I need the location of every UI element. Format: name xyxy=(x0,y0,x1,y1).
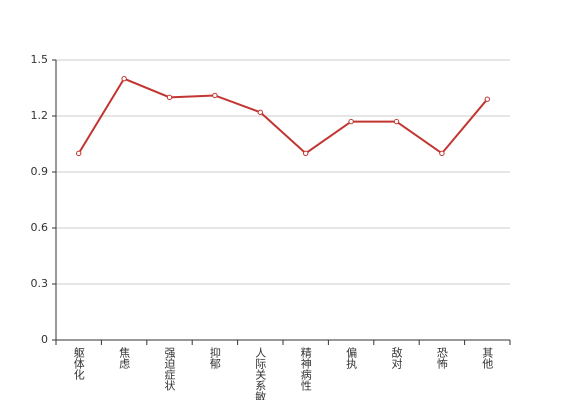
y-tick-label: 1.5 xyxy=(31,53,49,66)
x-tick-label: 躯体化 xyxy=(72,347,85,381)
y-tick-label: 0.3 xyxy=(31,277,49,290)
data-point xyxy=(212,92,218,99)
x-tick-label: 抑郁 xyxy=(208,346,221,369)
data-point xyxy=(303,150,309,157)
data-point xyxy=(484,96,490,102)
data-point xyxy=(121,75,127,82)
x-tick-label: 焦虑 xyxy=(118,347,131,369)
data-point xyxy=(257,109,263,115)
x-tick-label: 其他 xyxy=(481,347,494,369)
data-point xyxy=(393,118,400,125)
data-point xyxy=(166,94,173,101)
data-point xyxy=(76,150,82,157)
x-tick-label: 敌对 xyxy=(390,346,403,369)
x-tick-label: 精神病性 xyxy=(299,347,312,392)
y-tick-label: 0 xyxy=(41,333,48,346)
series-line xyxy=(77,77,489,155)
y-tick-label: 0.6 xyxy=(31,221,49,234)
data-point xyxy=(348,118,354,125)
data-point xyxy=(439,150,445,157)
y-tick-label: 1.2 xyxy=(31,109,49,122)
x-tick-label: 偏执 xyxy=(345,346,358,370)
x-tick-label: 人际关系敏感 xyxy=(254,347,267,400)
x-tick-label: 强迫症状 xyxy=(163,347,176,391)
y-tick-label: 0.9 xyxy=(31,165,49,178)
x-tick-label: 恐怖 xyxy=(435,347,448,369)
